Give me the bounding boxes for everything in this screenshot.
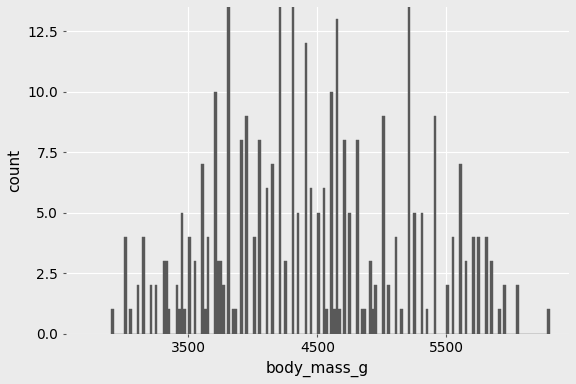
Bar bbox=[162, 261, 165, 334]
Bar bbox=[245, 116, 248, 334]
Bar bbox=[297, 213, 300, 334]
Bar bbox=[222, 285, 225, 334]
Bar bbox=[124, 237, 127, 334]
Bar bbox=[369, 261, 372, 334]
Bar bbox=[217, 261, 219, 334]
Bar bbox=[372, 310, 374, 334]
Bar bbox=[188, 237, 191, 334]
Bar bbox=[478, 237, 480, 334]
Bar bbox=[382, 116, 385, 334]
Bar bbox=[291, 0, 294, 334]
Bar bbox=[178, 310, 181, 334]
Bar bbox=[253, 237, 256, 334]
Bar bbox=[235, 310, 237, 334]
Bar bbox=[266, 189, 268, 334]
Bar bbox=[129, 310, 132, 334]
Bar bbox=[232, 310, 235, 334]
Bar bbox=[338, 310, 340, 334]
Bar bbox=[227, 0, 230, 334]
Bar bbox=[137, 285, 139, 334]
Bar bbox=[503, 285, 506, 334]
Bar bbox=[364, 310, 366, 334]
Bar bbox=[356, 140, 359, 334]
Bar bbox=[348, 213, 351, 334]
Bar bbox=[142, 237, 145, 334]
Bar bbox=[361, 310, 364, 334]
Bar bbox=[202, 164, 204, 334]
Bar bbox=[516, 285, 519, 334]
Bar bbox=[271, 164, 274, 334]
Bar bbox=[204, 310, 207, 334]
Bar bbox=[343, 140, 346, 334]
Bar bbox=[258, 140, 261, 334]
Bar bbox=[420, 213, 423, 334]
Bar bbox=[400, 310, 403, 334]
X-axis label: body_mass_g: body_mass_g bbox=[266, 361, 369, 377]
Bar bbox=[207, 237, 209, 334]
Bar bbox=[408, 0, 410, 334]
Bar bbox=[183, 310, 186, 334]
Bar bbox=[181, 213, 183, 334]
Bar bbox=[413, 213, 415, 334]
Bar bbox=[485, 237, 488, 334]
Y-axis label: count: count bbox=[7, 149, 22, 192]
Bar bbox=[155, 285, 157, 334]
Bar bbox=[214, 92, 217, 334]
Bar bbox=[460, 164, 462, 334]
Bar bbox=[219, 261, 222, 334]
Bar bbox=[336, 19, 338, 334]
Bar bbox=[387, 285, 390, 334]
Bar bbox=[284, 261, 286, 334]
Bar bbox=[426, 310, 429, 334]
Bar bbox=[325, 310, 328, 334]
Bar bbox=[194, 261, 196, 334]
Bar bbox=[452, 237, 454, 334]
Bar bbox=[465, 261, 467, 334]
Bar bbox=[446, 285, 449, 334]
Bar bbox=[331, 92, 333, 334]
Bar bbox=[165, 261, 168, 334]
Bar bbox=[240, 140, 242, 334]
Bar bbox=[472, 237, 475, 334]
Bar bbox=[305, 43, 307, 334]
Bar bbox=[176, 285, 178, 334]
Bar bbox=[168, 310, 170, 334]
Bar bbox=[333, 310, 336, 334]
Bar bbox=[323, 189, 325, 334]
Bar bbox=[111, 310, 113, 334]
Bar bbox=[395, 237, 397, 334]
Bar bbox=[434, 116, 436, 334]
Bar bbox=[498, 310, 501, 334]
Bar bbox=[490, 261, 493, 334]
Bar bbox=[317, 213, 320, 334]
Bar bbox=[374, 285, 377, 334]
Bar bbox=[547, 310, 550, 334]
Bar bbox=[150, 285, 152, 334]
Bar bbox=[279, 0, 281, 334]
Bar bbox=[310, 189, 312, 334]
